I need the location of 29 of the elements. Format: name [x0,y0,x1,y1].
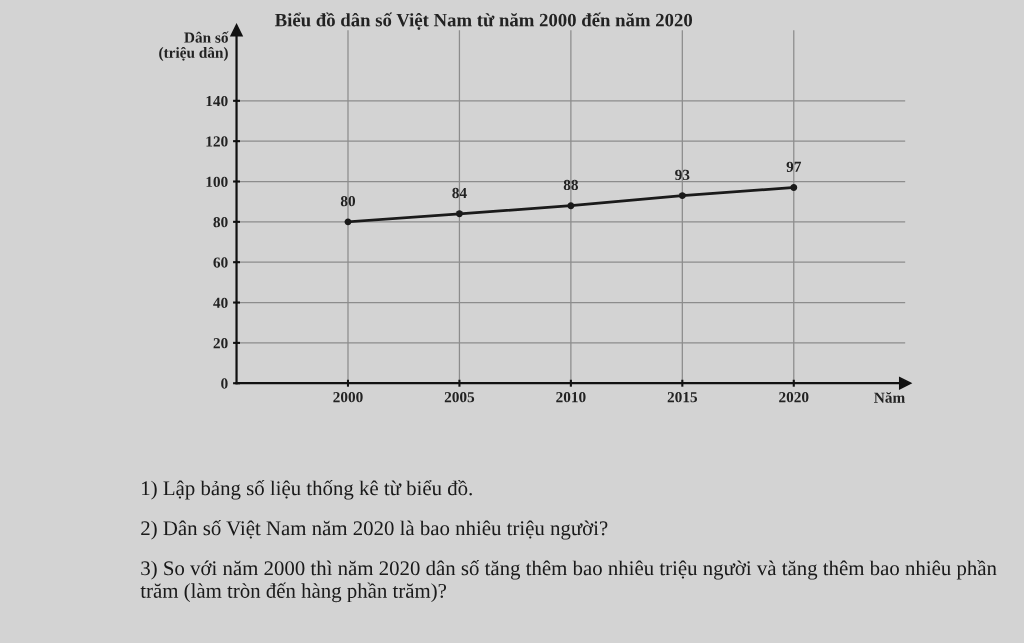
data-label: 88 [563,179,579,191]
text: 3) So với năm 2000 thì năm 2020 dân số tăng thêm bao nhiêu triệu người và tăng thêm bao nhiêu phần trăm (làm tròn đến hàng phần trăm)? [140,560,997,603]
y-tick-label: 100 [206,176,228,187]
point [567,202,575,210]
x-tick-label: 2000 [333,392,363,403]
x-axis-title: Năm [874,391,905,403]
x-tick-label: 2015 [667,392,698,403]
y-tick-label: 0 [221,378,228,389]
x-tick-label: 2010 [556,392,586,403]
data-label: 80 [340,195,356,207]
y-tick-label: 120 [206,136,228,147]
y-tick-label: 60 [213,257,228,268]
data-label: 93 [675,169,690,181]
x-tick-label: 2020 [779,392,809,403]
point [455,210,463,218]
point [790,184,798,192]
text: 2) Dân số Việt Nam năm 2020 là bao nhiêu triệu người? [141,520,608,540]
data-label: 84 [452,187,467,199]
y-tick-label: 40 [213,297,228,308]
x-tick-label: 2005 [444,392,475,403]
point [344,218,352,226]
y-tick-label: 140 [206,95,228,107]
y-tick-label: 20 [213,338,228,349]
point [678,192,686,200]
data-label: 97 [786,161,802,172]
chart-title: Biểu đồ dân số Việt Nam từ năm 2000 đến năm 2020 [274,12,693,30]
text: 1) Lập bảng số liệu thống kê từ biểu đồ. [142,480,472,500]
y-axis-title: Dân số (triệu dân) [159,31,229,61]
y-tick-label: 80 [213,216,228,228]
